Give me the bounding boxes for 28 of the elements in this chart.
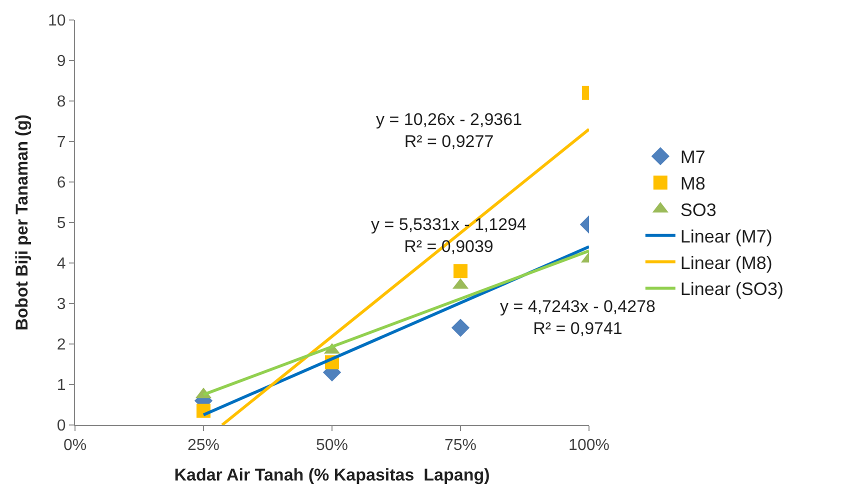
y-tick-label: 0 bbox=[56, 418, 66, 435]
x-tick-label: 75% bbox=[444, 437, 477, 454]
x-tick-label: 50% bbox=[316, 437, 348, 454]
legend-label: Linear (M8) bbox=[680, 252, 772, 273]
x-tick-label: 0% bbox=[63, 437, 87, 454]
y-tick-label: 5 bbox=[56, 215, 66, 232]
x-tick-label: 100% bbox=[568, 437, 610, 454]
legend-label: Linear (M7) bbox=[680, 226, 772, 246]
point bbox=[454, 264, 468, 278]
y-tick-label: 7 bbox=[56, 134, 66, 152]
x-axis-title: Kadar Air Tanah (% Kapasitas Lapang) bbox=[174, 466, 490, 485]
legend-label: M8 bbox=[680, 174, 706, 194]
y-tick-label: 2 bbox=[56, 336, 66, 354]
y-axis-title: Bobot Biji per Tanaman (g) bbox=[12, 114, 32, 330]
y-tick-label: 8 bbox=[56, 94, 66, 111]
y-tick-label: 4 bbox=[56, 256, 66, 273]
point bbox=[451, 318, 470, 337]
legend-label: SO3 bbox=[680, 200, 716, 220]
y-tick-label: 3 bbox=[56, 296, 66, 314]
y-tick-label: 9 bbox=[56, 53, 66, 70]
x-tick-label: 25% bbox=[187, 437, 220, 454]
y-tick-label: 1 bbox=[56, 377, 66, 394]
annotation: y = 10,26x - 2,9361 R² = 0,9277 bbox=[376, 110, 522, 152]
y-tick-label: 6 bbox=[56, 174, 66, 192]
legend-label: M7 bbox=[680, 147, 706, 168]
y-tick-label: 10 bbox=[48, 12, 66, 30]
legend-label: Linear (SO3) bbox=[680, 279, 784, 300]
annotation: y = 4,7243x - 0,4278 R² = 0,9741 bbox=[500, 297, 656, 338]
